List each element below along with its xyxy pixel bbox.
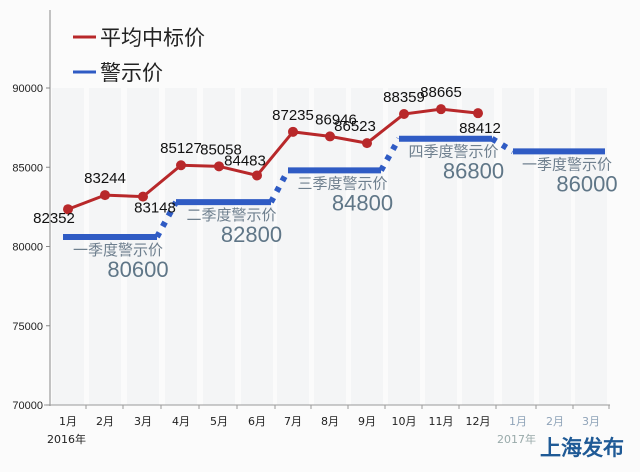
legend-label: 平均中标价 bbox=[100, 26, 205, 50]
year-label-2017: 2017年 bbox=[497, 433, 536, 446]
column-band bbox=[52, 88, 84, 405]
data-label: 83148 bbox=[134, 200, 176, 217]
column-band bbox=[241, 88, 273, 405]
data-label: 88412 bbox=[459, 120, 501, 137]
brand-logo-text: 上海发布 bbox=[540, 435, 624, 460]
warning-value: 84800 bbox=[332, 190, 393, 215]
warning-label: 二季度警示价 bbox=[186, 206, 276, 224]
column-band bbox=[89, 88, 121, 405]
column-band bbox=[203, 88, 235, 405]
data-label: 86523 bbox=[334, 118, 376, 135]
data-label: 83244 bbox=[84, 170, 126, 187]
y-tick-label: 70000 bbox=[12, 400, 43, 412]
y-tick-label: 90000 bbox=[12, 83, 43, 95]
x-tick-label: 6月 bbox=[248, 415, 266, 428]
data-point bbox=[176, 160, 186, 171]
x-tick-label: 2月 bbox=[96, 415, 114, 428]
y-tick-label: 75000 bbox=[12, 321, 43, 333]
average-bid-price-series bbox=[63, 104, 483, 215]
warning-price-series: 一季度警示价80600二季度警示价82800三季度警示价84800四季度警示价8… bbox=[63, 135, 618, 282]
x-tick-label: 4月 bbox=[172, 415, 190, 428]
data-point bbox=[214, 161, 224, 172]
column-bands bbox=[52, 88, 607, 405]
x-tick-label: 7月 bbox=[284, 415, 302, 428]
x-tick-label: 3月 bbox=[582, 415, 600, 428]
warning-value: 86800 bbox=[443, 159, 504, 184]
x-tick-label: 1月 bbox=[59, 415, 77, 428]
x-tick-label: 11月 bbox=[429, 415, 454, 428]
data-point bbox=[100, 190, 110, 201]
legend-label: 警示价 bbox=[100, 61, 163, 85]
y-tick-label: 85000 bbox=[12, 162, 43, 174]
x-tick-label: 9月 bbox=[358, 415, 376, 428]
warning-label: 一季度警示价 bbox=[73, 241, 163, 259]
column-band bbox=[575, 88, 607, 405]
warning-label: 一季度警示价 bbox=[522, 155, 612, 173]
data-point bbox=[473, 108, 483, 119]
data-point bbox=[399, 109, 409, 120]
column-band bbox=[165, 88, 197, 405]
data-point bbox=[63, 204, 73, 215]
x-tick-label: 10月 bbox=[392, 415, 417, 428]
year-label-2016: 2016年 bbox=[47, 433, 86, 446]
data-label: 88665 bbox=[420, 84, 462, 101]
warning-label: 三季度警示价 bbox=[297, 174, 387, 192]
data-point bbox=[138, 191, 148, 202]
data-point bbox=[288, 126, 298, 137]
column-band bbox=[502, 88, 534, 405]
data-point bbox=[436, 104, 446, 115]
data-point bbox=[325, 131, 335, 142]
data-label: 82352 bbox=[33, 210, 75, 227]
data-label: 84483 bbox=[224, 152, 266, 169]
data-point bbox=[362, 138, 372, 149]
data-label: 86946 bbox=[315, 111, 357, 128]
data-label: 87235 bbox=[272, 107, 314, 124]
y-tick-label: 80000 bbox=[12, 242, 43, 254]
column-band bbox=[425, 88, 457, 405]
warning-value: 80600 bbox=[107, 257, 168, 282]
column-band bbox=[388, 88, 420, 405]
x-tick-label: 3月 bbox=[134, 415, 152, 428]
data-label: 88359 bbox=[383, 89, 425, 106]
warning-value: 82800 bbox=[221, 222, 282, 247]
column-band bbox=[277, 88, 309, 405]
column-band bbox=[127, 88, 159, 405]
x-tick-label: 12月 bbox=[466, 415, 491, 428]
data-label: 85058 bbox=[200, 141, 242, 158]
warning-transition bbox=[490, 136, 515, 154]
axes: 70000 75000 80000 85000 90000 1月 2月 3月 4月 5月 6月 7月 8… bbox=[12, 10, 610, 428]
data-label: 85127 bbox=[160, 140, 202, 157]
x-tick-label: 2月 bbox=[546, 415, 564, 428]
x-tick-label: 1月 bbox=[509, 415, 527, 428]
data-point bbox=[252, 170, 262, 181]
average-line bbox=[67, 107, 479, 211]
x-tick-label: 8月 bbox=[321, 415, 339, 428]
column-band bbox=[539, 88, 571, 405]
warning-label: 四季度警示价 bbox=[408, 143, 498, 161]
warning-value: 86000 bbox=[556, 171, 617, 196]
x-tick-label: 5月 bbox=[210, 415, 228, 428]
